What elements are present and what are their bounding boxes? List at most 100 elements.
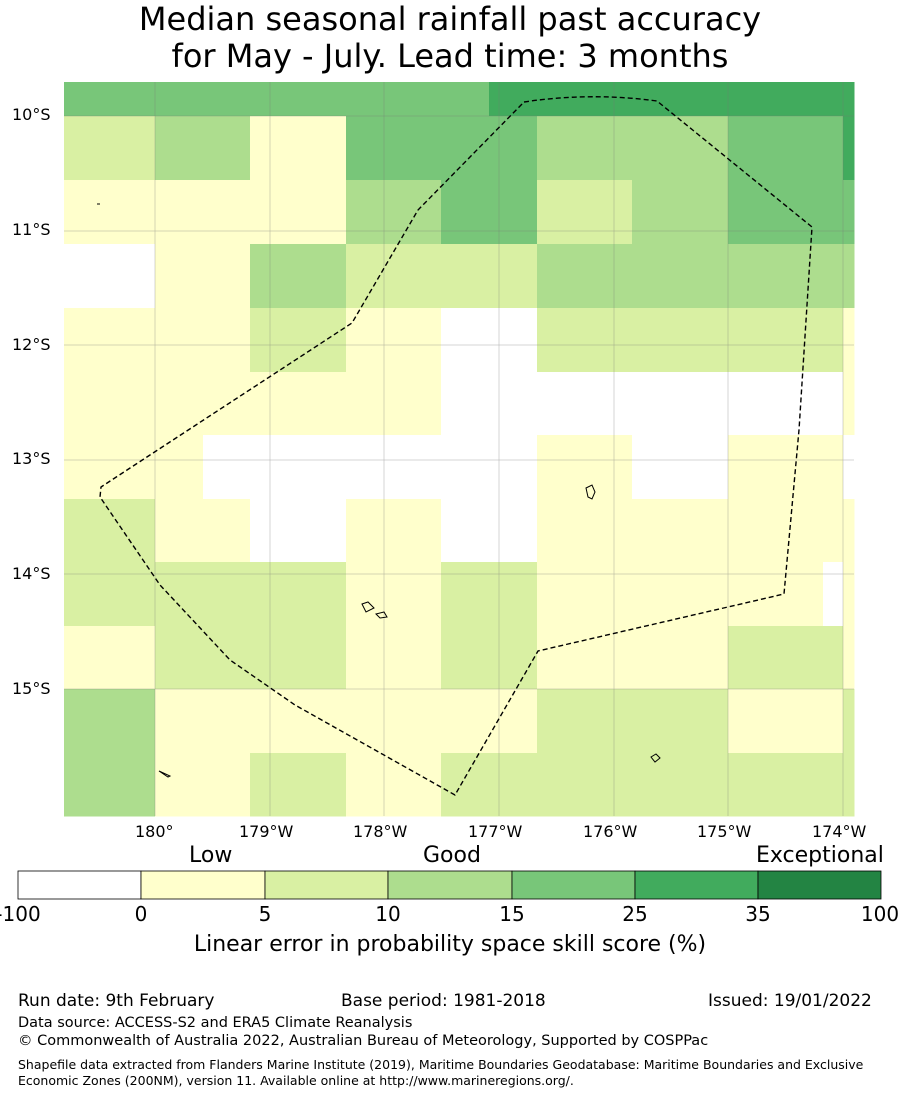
skill-cell [298,116,347,181]
skill-cell [250,753,299,817]
skill-cell [64,753,112,817]
colorbar-segment [17,870,142,900]
skill-cell [632,180,681,245]
skill-map [64,82,855,817]
skill-cell [584,372,633,436]
skill-cell [728,562,776,627]
skill-cell [728,116,776,181]
skill-cell [823,372,844,436]
skill-cell [775,116,824,181]
skill-cell [203,435,251,500]
skill-cell [843,372,855,436]
skill-cell [155,308,204,373]
skill-cell [728,82,776,117]
skill-cell [489,180,538,245]
skill-cell [64,308,112,373]
skill-cell [394,308,442,373]
skill-cell [632,435,681,500]
skill-cell [64,689,112,754]
skill-cell [537,308,585,373]
skill-grid [64,82,855,817]
skill-cell [728,244,776,309]
lon-label-176w: 176°W [583,822,638,841]
skill-cell [843,499,855,563]
skill-cell [250,435,299,500]
skill-cell [823,499,844,563]
colorbar-tick-15: 15 [499,902,525,926]
skill-cell [728,626,776,690]
skill-cell [537,372,585,436]
skill-cell [584,689,633,754]
skill-cell [843,689,855,754]
lon-label-180: 180° [135,822,174,841]
skill-cell [346,244,395,309]
skill-cell [203,689,251,754]
skill-cell [584,244,633,309]
skill-cell [537,244,585,309]
skill-cell [537,435,585,500]
skill-cell [203,244,251,309]
skill-cell [394,82,442,117]
skill-cell [584,626,633,690]
colorbar-tick-25: 25 [622,902,648,926]
skill-cell [728,499,776,563]
skill-cell [250,372,299,436]
skill-cell [203,372,251,436]
data-source: Data source: ACCESS-S2 and ERA5 Climate … [18,1015,413,1031]
skill-cell [680,244,729,309]
skill-cell [203,562,251,627]
skill-cell [775,82,824,117]
skill-cell [680,372,729,436]
skill-cell [489,82,538,117]
skill-cell [823,435,844,500]
lon-label-177w: 177°W [468,822,523,841]
island-1 [585,484,596,500]
skill-cell [298,82,347,117]
skill-cell [394,689,442,754]
skill-cell [155,244,204,309]
skill-cell [250,116,299,181]
skill-cell [64,82,112,117]
skill-cell [728,308,776,373]
skill-cell [441,372,490,436]
skill-cell [728,435,776,500]
skill-cell [823,562,844,627]
skill-cell [537,499,585,563]
skill-cell [155,499,204,563]
skill-cell [155,372,204,436]
skill-cell [203,180,251,245]
skill-cell [64,180,112,245]
skill-cell [394,116,442,181]
skill-cell [250,180,299,245]
skill-cell [843,626,855,690]
skill-cell [632,689,681,754]
colorbar-tick-100: 100 [860,902,900,926]
copyright: © Commonwealth of Australia 2022, Austra… [18,1033,709,1049]
graticule [64,82,854,816]
skill-cell [346,82,395,117]
skill-cell [489,435,538,500]
colorbar [17,870,882,900]
skill-cell [394,626,442,690]
island-3 [375,611,388,619]
skill-cell [680,689,729,754]
skill-cell [155,180,204,245]
skill-cell [111,82,156,117]
skill-cell [64,435,112,500]
skill-cell [775,562,824,627]
skill-cell [489,689,538,754]
skill-cell [394,562,442,627]
skill-cell [250,562,299,627]
skill-cell [111,308,156,373]
skill-cell [584,753,633,817]
skill-cell [775,626,824,690]
lat-label-14s: 14°S [12,564,51,583]
skill-cell [111,116,156,181]
skill-cell [64,562,112,627]
skill-cell [394,180,442,245]
skill-cell [489,308,538,373]
skill-cell [250,626,299,690]
skill-cell [111,372,156,436]
skill-cell [203,116,251,181]
skill-cell [775,753,824,817]
